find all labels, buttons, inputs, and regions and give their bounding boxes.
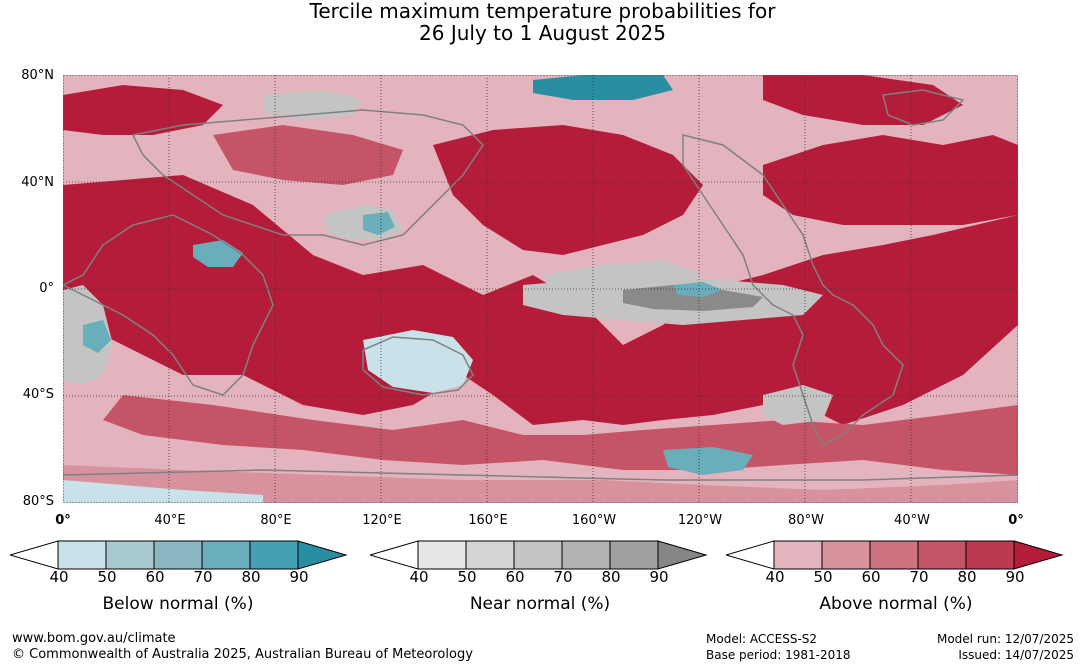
below-tick-90: 90 — [289, 568, 309, 586]
above-tick-60: 60 — [861, 568, 881, 586]
footer-issued: Issued: 14/07/2025 — [958, 648, 1074, 662]
near-colorbar-box-5 — [609, 540, 659, 570]
map-title-line-1: Tercile maximum temperature probabilitie… — [309, 0, 776, 23]
above-colorbar-box-1 — [773, 540, 823, 570]
map-frame — [63, 75, 1018, 503]
above-colorbar-over-triangle — [1013, 540, 1064, 570]
below-normal-title: Below normal (%) — [102, 594, 254, 614]
near-colorbar-over-triangle — [657, 540, 708, 570]
lon-label-160e: 160°E — [468, 513, 508, 528]
near-colorbar-under-triangle — [370, 540, 419, 570]
graticule — [63, 75, 1018, 503]
footer-base-period: Base period: 1981-2018 — [706, 648, 851, 662]
lon-label-40w: 40°W — [894, 513, 930, 528]
near-colorbar-box-2 — [465, 540, 515, 570]
below-colorbar-box-2 — [105, 540, 155, 570]
probability-map — [63, 75, 1018, 503]
above-colorbar-box-4 — [917, 540, 967, 570]
above-tick-70: 70 — [909, 568, 929, 586]
coastlines — [63, 89, 1018, 481]
near-tick-70: 70 — [553, 568, 573, 586]
above-normal-title: Above normal (%) — [819, 594, 973, 614]
below-tick-40: 40 — [49, 568, 69, 586]
below-tick-50: 50 — [97, 568, 117, 586]
above-colorbar-box-3 — [869, 540, 919, 570]
above-colorbar-box-5 — [965, 540, 1015, 570]
below-colorbar-under-triangle — [10, 540, 59, 570]
below-colorbar-box-4 — [201, 540, 251, 570]
below-colorbar-box-3 — [153, 540, 203, 570]
footer-website: www.bom.gov.au/climate — [12, 631, 176, 646]
lat-label-80s: 80°S — [22, 494, 54, 509]
map-title-line-2: 26 July to 1 August 2025 — [419, 21, 666, 45]
lon-label-40e: 40°E — [154, 513, 186, 528]
colorbar-below-normal — [10, 540, 348, 570]
above-tick-90: 90 — [1005, 568, 1025, 586]
near-colorbar-box-3 — [513, 540, 563, 570]
below-tick-70: 70 — [193, 568, 213, 586]
below-tick-80: 80 — [241, 568, 261, 586]
above-tick-80: 80 — [957, 568, 977, 586]
above-colorbar-under-triangle — [726, 540, 775, 570]
near-tick-90: 90 — [649, 568, 669, 586]
near-tick-40: 40 — [409, 568, 429, 586]
lon-label-120w: 120°W — [677, 513, 723, 528]
above-colorbar-box-2 — [821, 540, 871, 570]
above-tick-50: 50 — [813, 568, 833, 586]
near-tick-60: 60 — [505, 568, 525, 586]
footer-model-run: Model run: 12/07/2025 — [936, 632, 1074, 646]
footer-model: Model: ACCESS-S2 — [706, 632, 818, 646]
below-colorbar-over-triangle — [297, 540, 348, 570]
colorbar-near-normal — [370, 540, 708, 570]
lon-label-160w: 160°W — [571, 513, 617, 528]
lon-label-0-west: 0° — [55, 513, 71, 528]
below-colorbar-box-1 — [57, 540, 107, 570]
lat-label-equator: 0° — [39, 281, 54, 296]
near-colorbar-box-4 — [561, 540, 611, 570]
lat-label-80n: 80°N — [21, 68, 54, 83]
above-tick-40: 40 — [765, 568, 785, 586]
lat-label-40s: 40°S — [22, 387, 54, 402]
lon-label-80e: 80°E — [260, 513, 292, 528]
colorbar-above-normal — [726, 540, 1064, 570]
lon-label-120e: 120°E — [362, 513, 402, 528]
near-colorbar-box-1 — [417, 540, 467, 570]
lon-label-80w: 80°W — [788, 513, 824, 528]
lat-label-40n: 40°N — [21, 175, 54, 190]
below-tick-60: 60 — [145, 568, 165, 586]
near-tick-50: 50 — [457, 568, 477, 586]
below-colorbar-box-5 — [249, 540, 299, 570]
footer-copyright: © Commonwealth of Australia 2025, Austra… — [12, 647, 473, 662]
near-tick-80: 80 — [601, 568, 621, 586]
near-normal-title: Near normal (%) — [469, 594, 611, 614]
lon-label-0-east: 0° — [1008, 513, 1024, 528]
